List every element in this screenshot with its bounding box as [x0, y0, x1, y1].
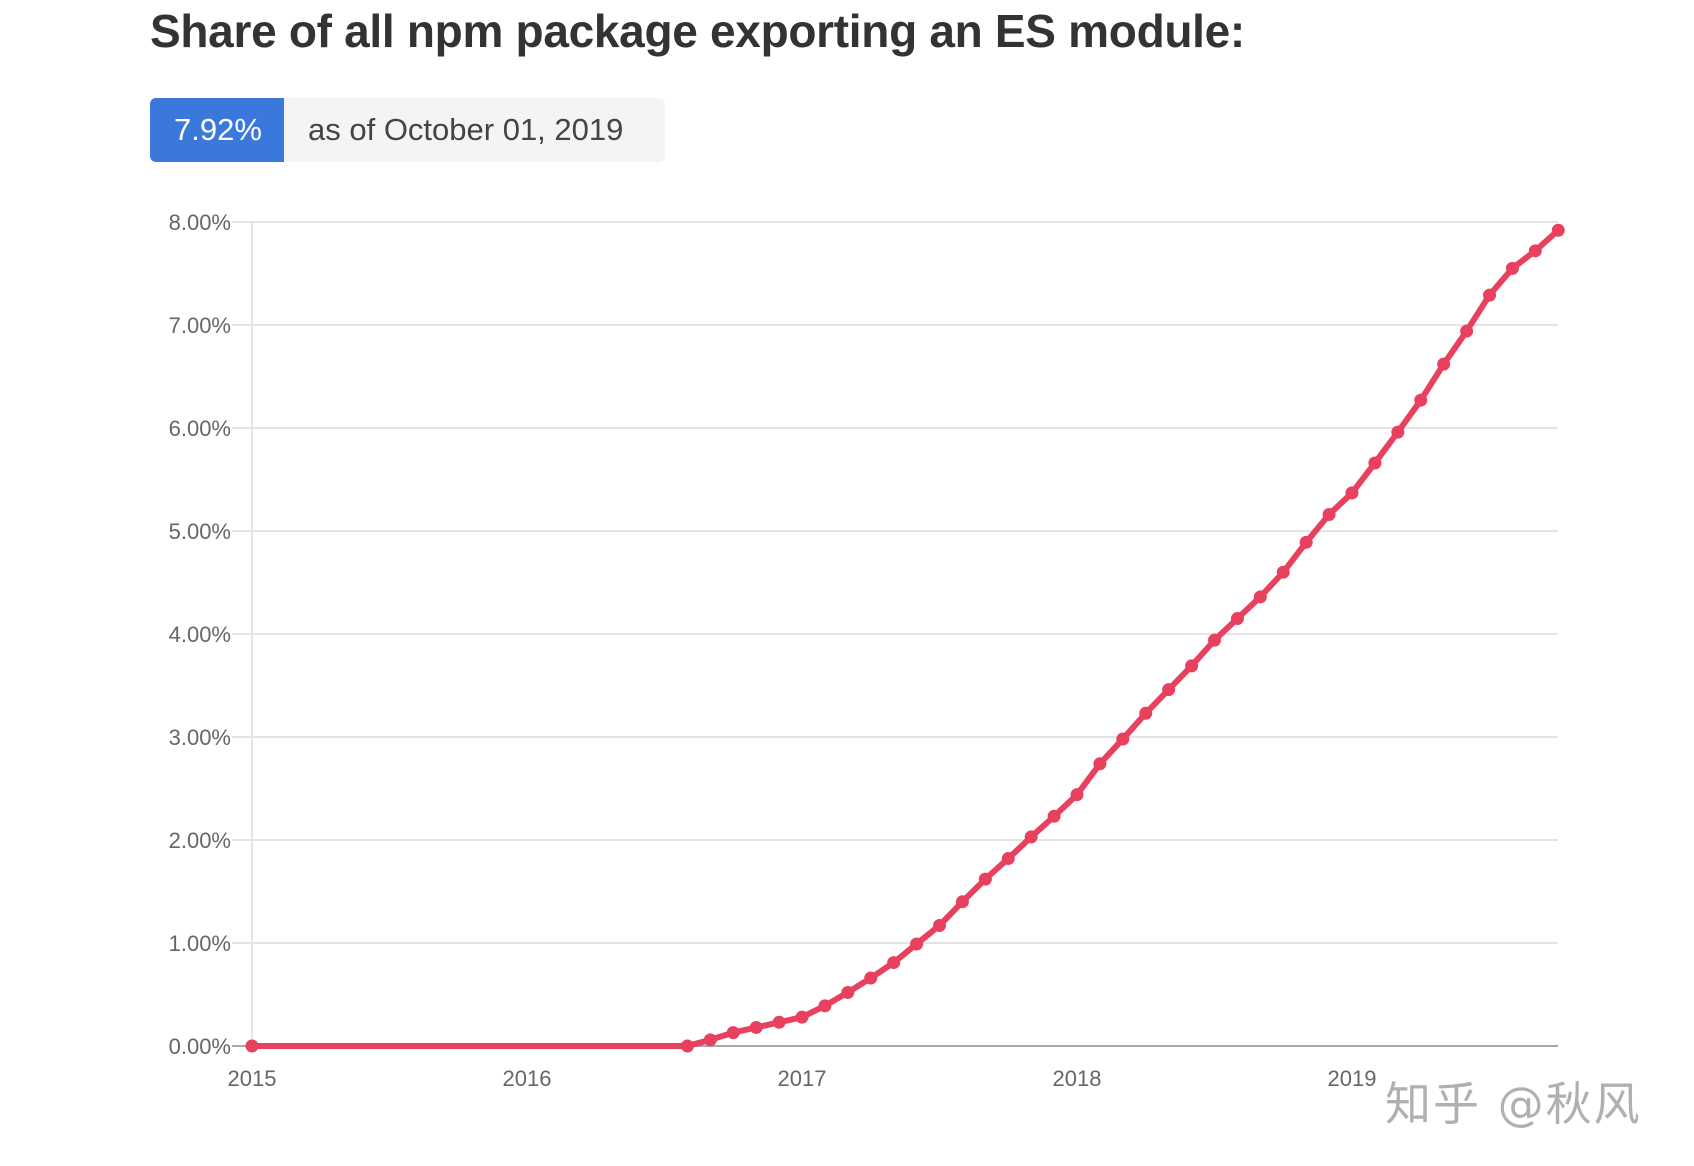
y-tick-label: 2.00%	[169, 828, 231, 853]
data-point	[955, 895, 969, 909]
series-points	[245, 223, 1565, 1053]
current-value: 7.92%	[150, 98, 284, 162]
y-tick-label: 8.00%	[169, 210, 231, 235]
x-tick-label: 2016	[503, 1066, 552, 1091]
data-point	[1483, 288, 1496, 302]
data-point	[795, 1010, 809, 1024]
data-point	[910, 937, 924, 951]
data-point	[933, 918, 946, 932]
data-point	[1322, 508, 1336, 522]
y-tick-label: 3.00%	[169, 725, 231, 750]
data-point	[703, 1033, 717, 1047]
y-tick-label: 6.00%	[169, 416, 231, 441]
data-point	[818, 999, 832, 1013]
gridlines	[232, 221, 1558, 1047]
data-point	[1001, 852, 1015, 866]
data-point	[1047, 809, 1061, 823]
data-point	[864, 971, 878, 985]
data-point	[1437, 357, 1451, 371]
data-point	[1276, 565, 1290, 579]
y-tick-label: 4.00%	[169, 622, 231, 647]
data-point	[1368, 456, 1382, 470]
x-tick-label: 2015	[228, 1066, 277, 1091]
data-point	[1253, 590, 1267, 604]
data-point	[1162, 683, 1176, 697]
chart-title: Share of all npm package exporting an ES…	[150, 5, 1245, 57]
data-point	[1414, 393, 1428, 407]
series-line-path	[249, 227, 1562, 1049]
data-point	[1551, 223, 1565, 237]
data-point	[1185, 659, 1199, 673]
y-tick-label: 7.00%	[169, 313, 231, 338]
watermark: 知乎 @秋风	[1385, 1077, 1642, 1131]
data-point	[1093, 757, 1107, 771]
y-tick-label: 5.00%	[169, 519, 231, 544]
data-point	[749, 1020, 763, 1034]
data-point	[1230, 612, 1244, 626]
x-tick-label: 2018	[1053, 1066, 1102, 1091]
x-tick-label: 2017	[778, 1066, 827, 1091]
data-point	[245, 1039, 259, 1053]
data-point	[1208, 633, 1221, 647]
data-point	[1116, 732, 1130, 746]
data-point	[1505, 261, 1519, 275]
x-tick-label: 2019	[1328, 1066, 1377, 1091]
data-point	[726, 1026, 740, 1040]
data-point	[772, 1015, 786, 1029]
data-point	[1460, 324, 1474, 338]
x-axis-ticks: 2015 2016 2017 2018 2019	[228, 1066, 1377, 1091]
current-value-badge: 7.92% as of October 01, 2019	[150, 98, 665, 162]
data-point	[680, 1039, 694, 1053]
series-line	[249, 227, 1562, 1049]
data-point	[1024, 830, 1038, 844]
data-point	[1528, 244, 1542, 258]
data-point	[978, 872, 992, 886]
y-axis-ticks: 0.00% 1.00% 2.00% 3.00% 4.00% 5.00% 6.00% 7.00%…	[169, 210, 231, 1059]
data-point	[1299, 535, 1313, 549]
data-point	[1139, 706, 1153, 720]
y-tick-label: 1.00%	[169, 931, 231, 956]
y-tick-label: 0.00%	[169, 1034, 231, 1059]
as-of-date: as of October 01, 2019	[308, 112, 624, 147]
data-point	[1391, 425, 1405, 439]
data-point	[887, 956, 901, 970]
data-point	[841, 985, 855, 999]
data-point	[1345, 486, 1359, 500]
data-point	[1070, 788, 1084, 802]
